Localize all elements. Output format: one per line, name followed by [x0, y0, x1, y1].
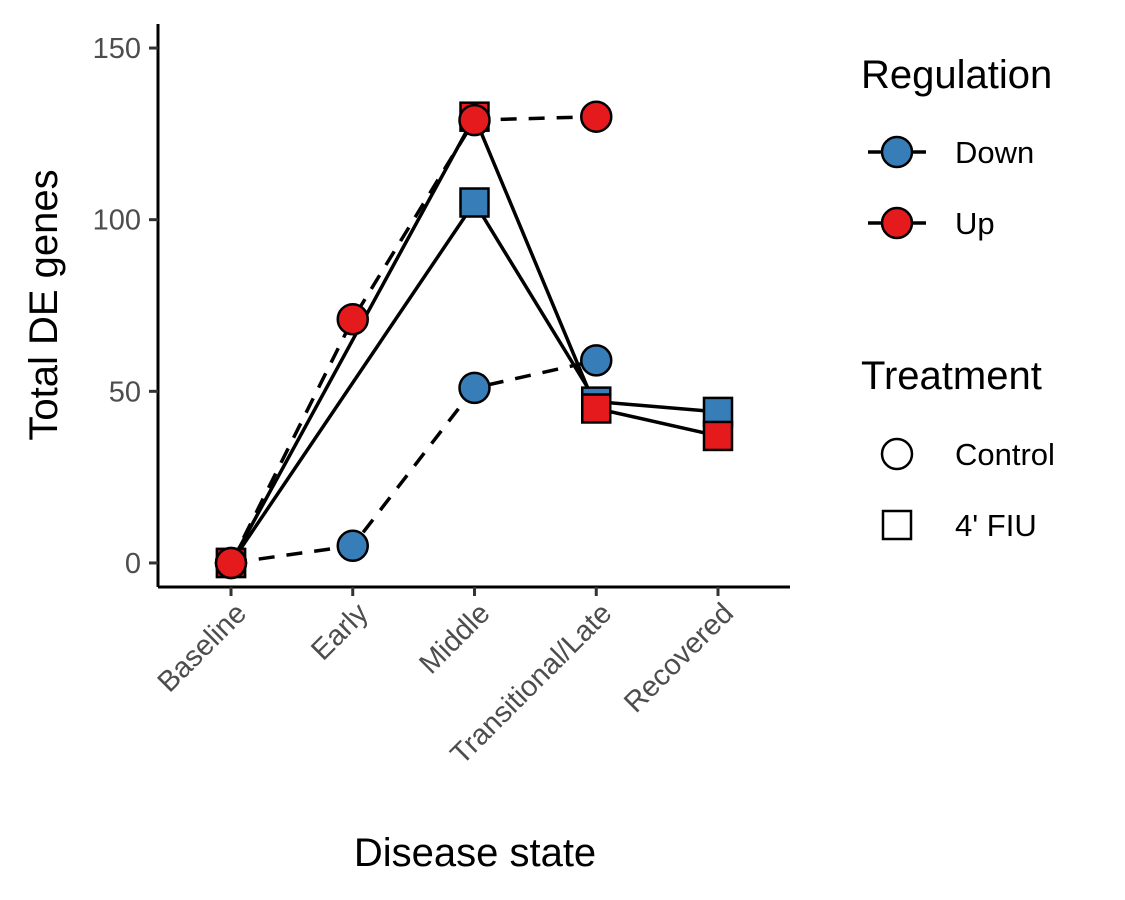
- series-line-down-4-fiu: [229, 199, 719, 564]
- legend-key-down: [880, 135, 914, 169]
- data-point-down-control-transitional-late: [580, 344, 613, 377]
- y-tick-label: 0: [125, 548, 141, 580]
- y-tick-label: 50: [109, 376, 141, 408]
- data-point-up-control-middle: [458, 103, 491, 137]
- data-point-up-control-early: [336, 302, 369, 336]
- y-tick-label: 100: [93, 205, 141, 237]
- data-point-up-4-fiu-recovered: [702, 420, 734, 452]
- series-points: [214, 100, 734, 580]
- x-tick-label-early: Early: [305, 597, 375, 667]
- legend-title-treatment: Treatment: [861, 354, 1042, 398]
- data-point-down-control-middle: [458, 371, 491, 405]
- data-point-up-4-fiu-transitional-late: [581, 393, 612, 424]
- legend-label-4-fiu: 4' FIU: [955, 508, 1037, 543]
- legend-label-up: Up: [955, 206, 995, 241]
- legend-key-4-fiu: [881, 509, 913, 541]
- legend-key-up: [880, 206, 914, 240]
- legend-label-down: Down: [955, 135, 1034, 170]
- series-line-up-control: [229, 114, 597, 564]
- legend-key-control: [880, 437, 914, 471]
- legend: Regulation Treatment Down Up Control 4' FIU: [861, 53, 1055, 543]
- data-point-up-control-baseline: [214, 546, 248, 580]
- x-tick-label-middle: Middle: [413, 597, 496, 680]
- x-tick-label-baseline: Baseline: [152, 597, 253, 698]
- x-axis-title: Disease state: [354, 831, 596, 875]
- legend-title-regulation: Regulation: [861, 53, 1052, 97]
- legend-label-control: Control: [955, 437, 1055, 472]
- series-line-down-control: [230, 358, 597, 565]
- series-lines: [229, 112, 719, 565]
- data-point-down-4-fiu-middle: [459, 187, 490, 218]
- data-point-up-control-transitional-late: [580, 100, 613, 133]
- y-axis-title: Total DE genes: [22, 169, 66, 440]
- y-tick-label: 150: [93, 33, 141, 65]
- data-point-down-control-early: [336, 529, 369, 563]
- x-tick-label-recovered: Recovered: [618, 597, 740, 719]
- series-line-up-4-fiu: [229, 112, 719, 564]
